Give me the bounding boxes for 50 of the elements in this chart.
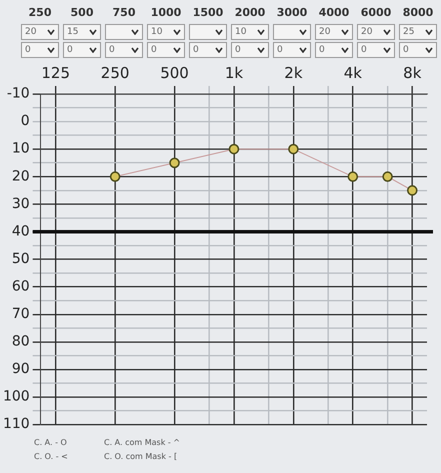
x-tick-label: 250 bbox=[28, 6, 52, 21]
y-tick-label: -10 bbox=[6, 86, 30, 102]
data-label: 0 bbox=[403, 45, 409, 55]
x-tick-label: 750 bbox=[112, 6, 136, 21]
data-label: 0 bbox=[151, 45, 157, 55]
data-label: 10 bbox=[235, 27, 246, 37]
data-label: 0 bbox=[361, 45, 367, 55]
text: C. A. - O bbox=[34, 438, 67, 447]
data-label: 0 bbox=[235, 45, 241, 55]
data-label: 0 bbox=[277, 45, 283, 55]
y-tick-label: 100 bbox=[2, 388, 30, 405]
x-tick-label: 2000 bbox=[234, 6, 266, 21]
x-tick-label: 1500 bbox=[192, 6, 224, 21]
y-tick-label: 40 bbox=[12, 223, 30, 240]
y-tick-label: 30 bbox=[12, 196, 30, 212]
data-label: 0 bbox=[193, 45, 199, 55]
y-tick-label: 70 bbox=[12, 306, 30, 322]
x-tick-label: 500 bbox=[70, 6, 94, 21]
y-tick-label: 80 bbox=[12, 334, 30, 350]
data-label: 20 bbox=[361, 27, 372, 37]
y-tick-label: 10 bbox=[12, 140, 30, 157]
x-tick-label: 1000 bbox=[150, 6, 182, 21]
y-tick-label: 60 bbox=[12, 278, 30, 294]
x-tick-label: 4k bbox=[344, 64, 362, 82]
data-label: 20 bbox=[25, 27, 36, 37]
data-label: 25 bbox=[403, 27, 414, 37]
x-tick-label: 6000 bbox=[360, 6, 392, 21]
x-tick-label: 2k bbox=[284, 64, 303, 82]
x-tick-label: 8k bbox=[403, 64, 422, 82]
x-tick-label: 3000 bbox=[276, 6, 308, 21]
x-tick-label: 1k bbox=[224, 64, 244, 82]
text: C. O. com Mask - [ bbox=[104, 452, 178, 461]
x-tick-label: 8000 bbox=[402, 6, 434, 21]
y-tick-label: 90 bbox=[12, 361, 30, 378]
data-label: 0 bbox=[319, 45, 325, 55]
data-label: 15 bbox=[67, 27, 78, 37]
x-tick-label: 4000 bbox=[318, 6, 350, 21]
text: C. A. com Mask - ^ bbox=[104, 438, 180, 447]
data-label: 20 bbox=[319, 27, 330, 37]
data-label: 10 bbox=[151, 27, 162, 37]
data-label: 0 bbox=[109, 45, 115, 55]
x-tick-label: 250 bbox=[100, 64, 130, 82]
y-tick-label: 20 bbox=[12, 168, 30, 184]
x-tick-label: 125 bbox=[41, 64, 70, 82]
data-label: 0 bbox=[67, 45, 73, 55]
x-tick-label: 500 bbox=[160, 64, 189, 82]
text: C. O. - < bbox=[34, 452, 68, 461]
y-tick-label: 0 bbox=[20, 113, 30, 130]
y-tick-label: 110 bbox=[2, 416, 30, 432]
y-tick-label: 50 bbox=[12, 250, 30, 267]
